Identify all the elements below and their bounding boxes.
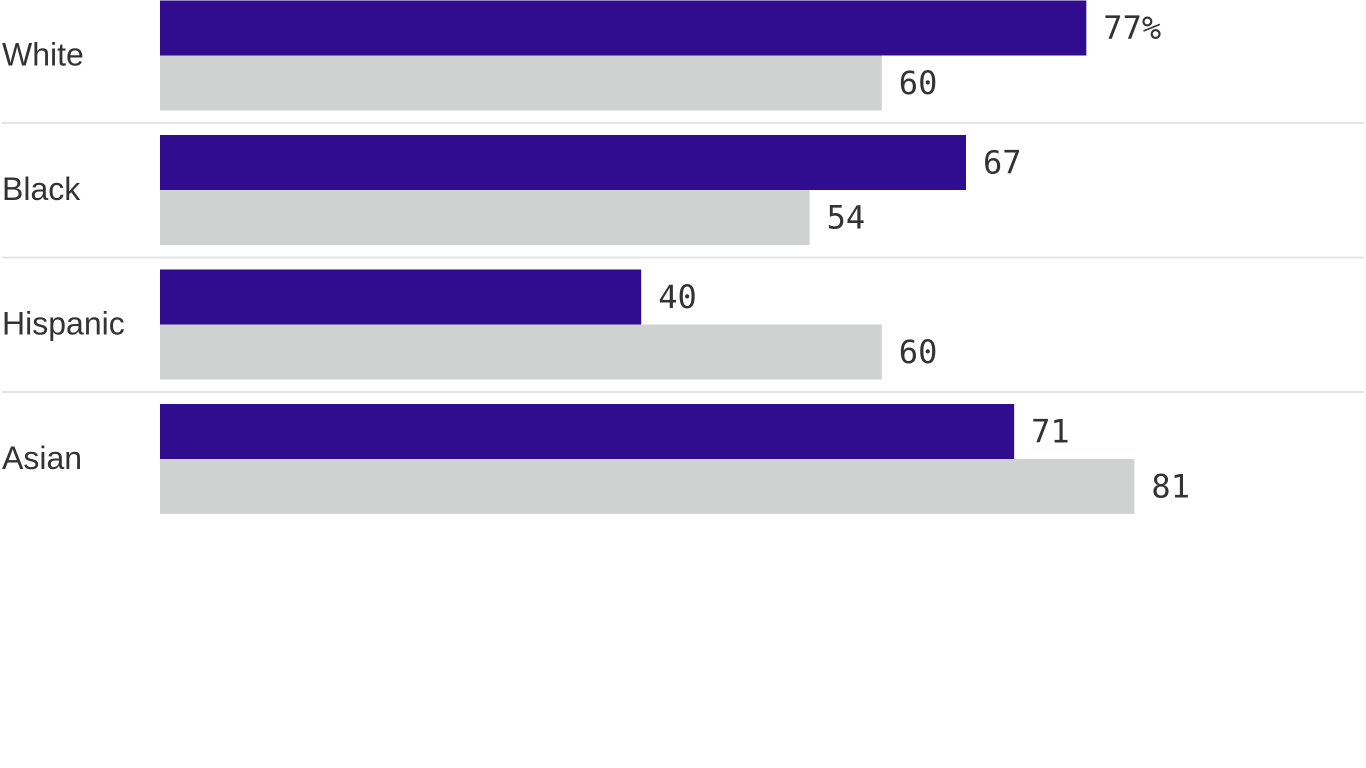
labels: White 77% 60 Black 67 54 Hispanic 40 60 Asian 71 81 bbox=[2, 9, 1190, 506]
value-label-white-series-1: 77% bbox=[1103, 9, 1161, 47]
value-label-hispanic-series-2: 60 bbox=[899, 333, 938, 371]
bar-black-series-1 bbox=[160, 135, 967, 190]
bar-black-series-2 bbox=[160, 190, 810, 245]
value-label-white-series-2: 60 bbox=[899, 64, 938, 102]
category-label-hispanic: Hispanic bbox=[2, 306, 125, 342]
value-label-black-series-1: 67 bbox=[983, 144, 1022, 182]
value-label-asian-series-1: 71 bbox=[1031, 413, 1070, 451]
category-label-white: White bbox=[2, 37, 84, 73]
category-label-black: Black bbox=[2, 171, 81, 207]
bars bbox=[160, 0, 1135, 514]
bar-white-series-2 bbox=[160, 55, 882, 111]
bar-asian-series-2 bbox=[160, 459, 1135, 514]
bar-hispanic-series-1 bbox=[160, 269, 642, 325]
value-label-asian-series-2: 81 bbox=[1151, 468, 1190, 506]
value-label-hispanic-series-1: 40 bbox=[658, 278, 697, 316]
bar-white-series-1 bbox=[160, 0, 1087, 56]
value-label-black-series-2: 54 bbox=[827, 199, 866, 237]
bar-asian-series-1 bbox=[160, 404, 1015, 459]
row-separators bbox=[2, 122, 1364, 393]
category-label-asian: Asian bbox=[2, 440, 82, 476]
bar-hispanic-series-2 bbox=[160, 324, 882, 380]
